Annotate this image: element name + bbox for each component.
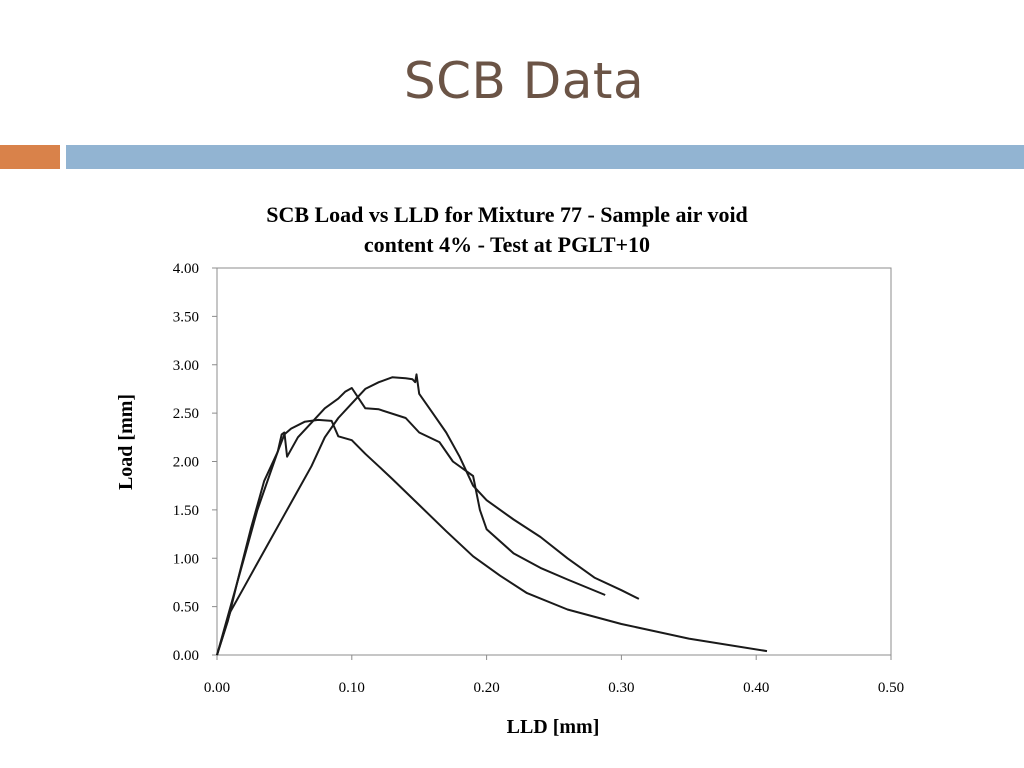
- y-tick-label: 2.50: [173, 406, 199, 422]
- plot-area: [216, 267, 892, 656]
- y-tick-label: 3.50: [173, 309, 199, 325]
- x-tick-label: 0.00: [204, 680, 230, 696]
- series-line-1: [216, 418, 768, 656]
- y-tick-label: 1.00: [173, 551, 199, 567]
- y-tick-label: 1.50: [173, 503, 199, 519]
- series-line-3: [216, 373, 640, 656]
- y-axis-title: Load [mm]: [115, 394, 137, 490]
- series-line-2: [216, 387, 606, 656]
- y-tick-label: 4.00: [173, 261, 199, 277]
- y-tick-label: 3.00: [173, 358, 199, 374]
- y-tick-label: 2.00: [173, 455, 199, 471]
- accent-bar-blue: [66, 145, 1024, 169]
- chart-title-line-2: content 4% - Test at PGLT+10: [364, 232, 650, 257]
- x-tick-label: 0.50: [878, 680, 904, 696]
- x-axis-title: LLD [mm]: [507, 716, 600, 738]
- chart-title-line-1: SCB Load vs LLD for Mixture 77 - Sample …: [266, 202, 748, 227]
- y-tick-label: 0.50: [173, 600, 199, 616]
- x-tick-label: 0.20: [473, 680, 499, 696]
- x-axis-ticks: 0.00 0.10 0.20 0.30 0.40 0.50: [204, 655, 904, 696]
- x-tick-label: 0.30: [608, 680, 634, 696]
- y-tick-label: 0.00: [173, 648, 199, 664]
- y-axis-ticks: 0.00 0.50 1.00 1.50 2.00 2.50 3.00 3.50 4.00: [173, 261, 217, 664]
- x-tick-label: 0.40: [743, 680, 769, 696]
- series-group: [216, 373, 768, 656]
- accent-bar-orange: [0, 145, 60, 169]
- x-tick-label: 0.10: [339, 680, 365, 696]
- slide-title: SCB Data: [403, 52, 645, 110]
